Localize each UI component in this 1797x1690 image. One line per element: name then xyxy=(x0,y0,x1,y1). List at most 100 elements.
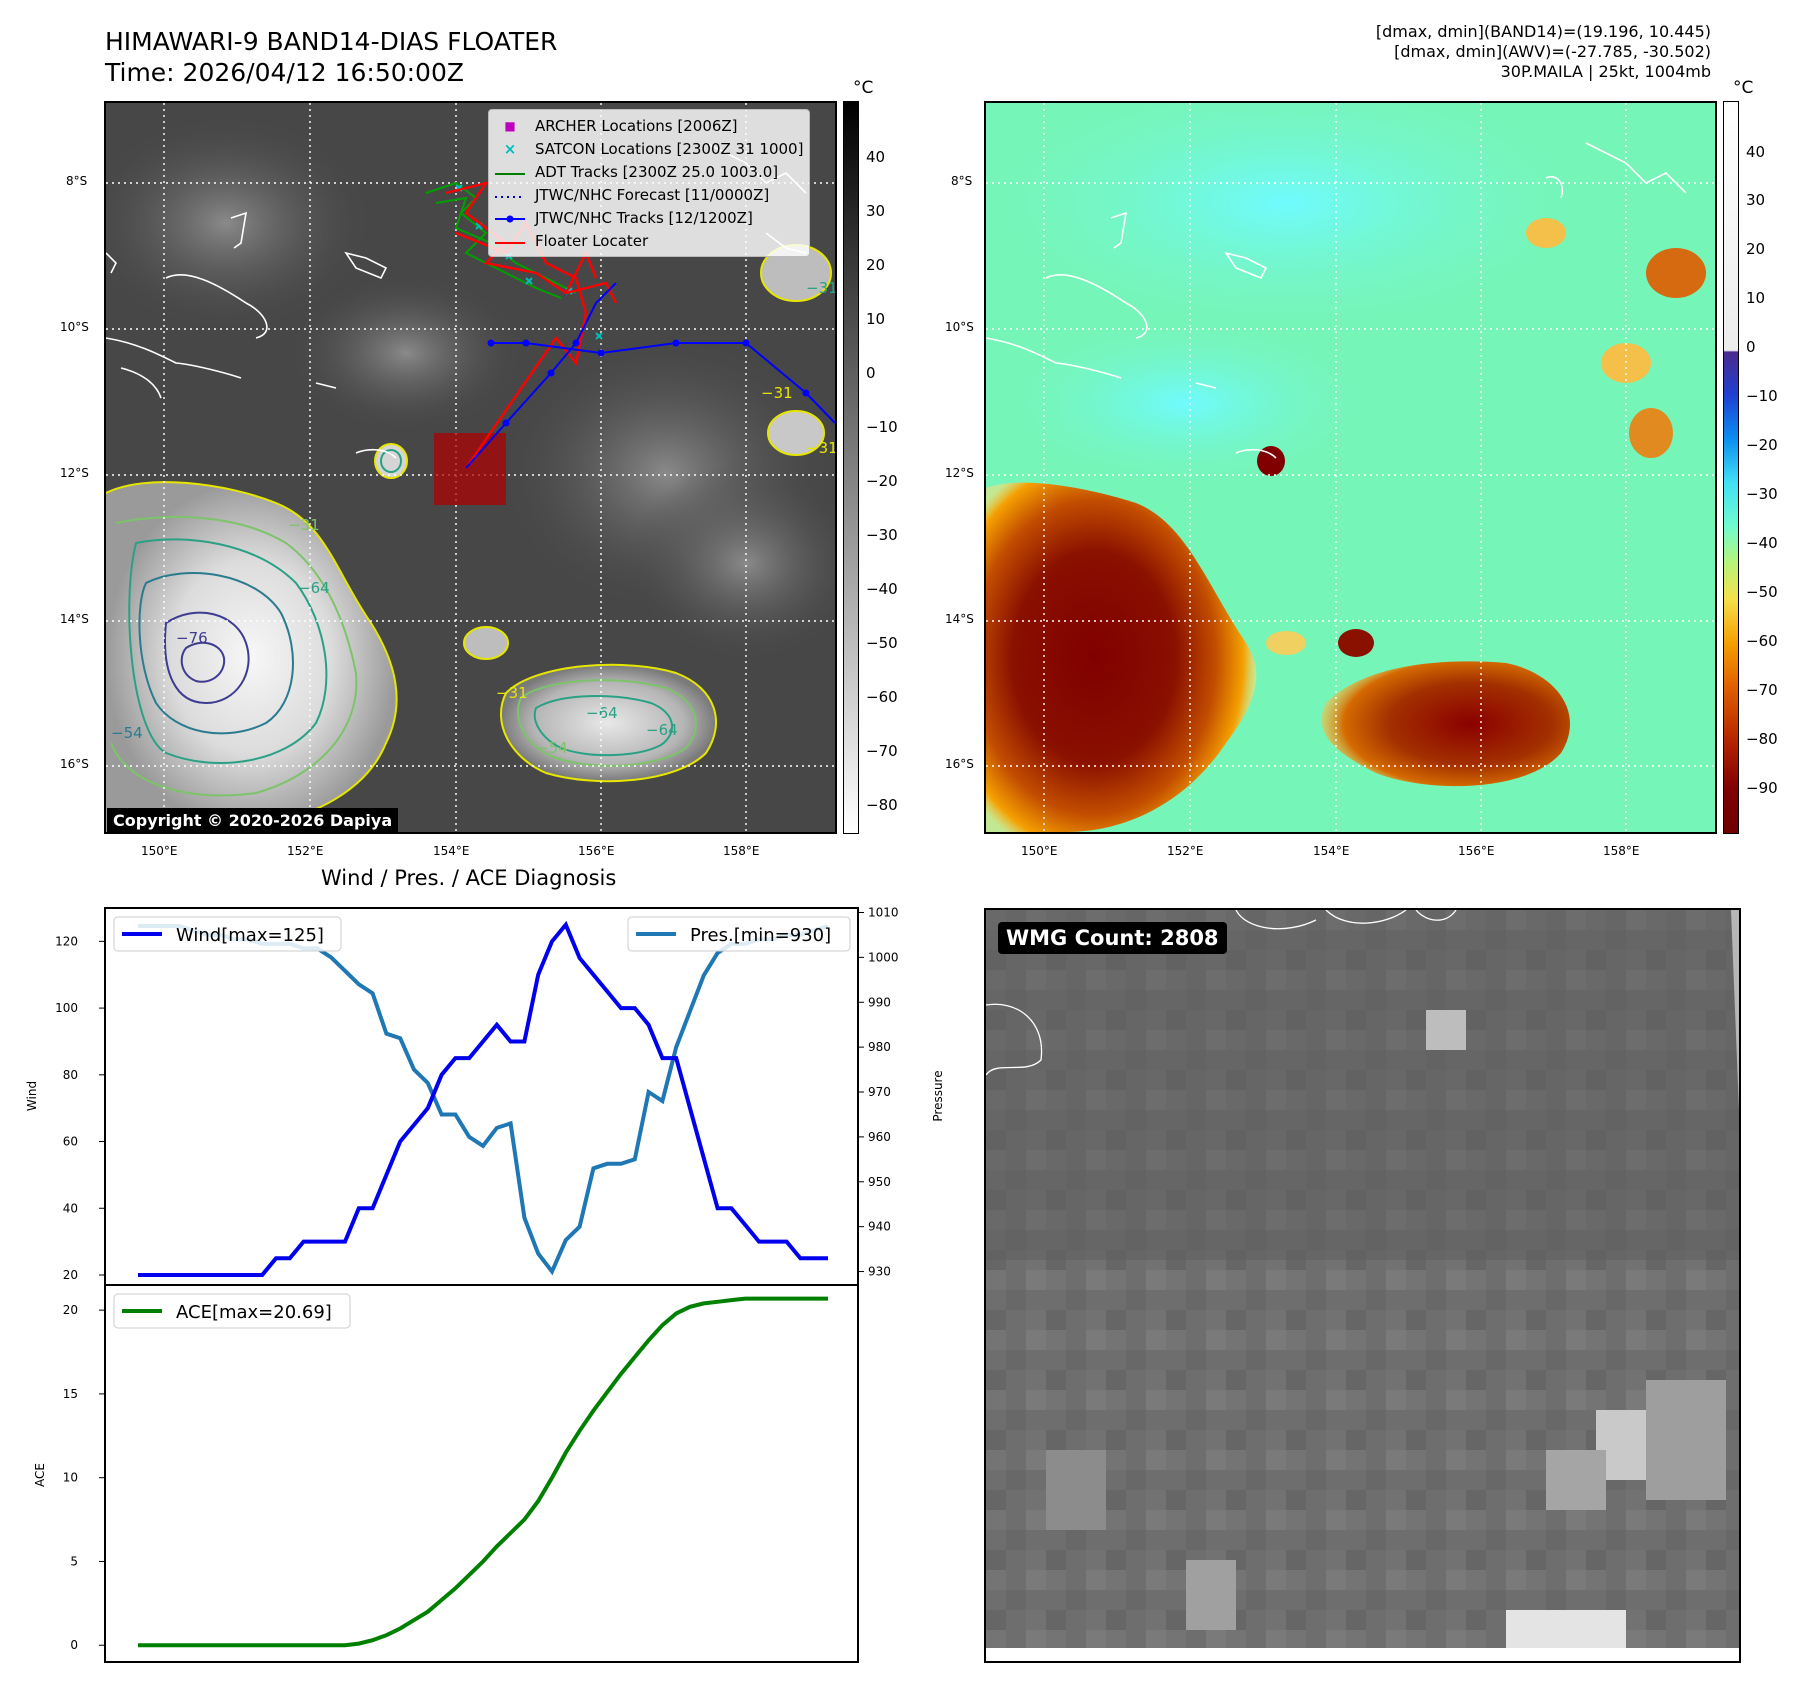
diagnosis-title: Wind / Pres. / ACE Diagnosis xyxy=(321,866,617,890)
coastline xyxy=(986,1003,1043,1076)
ace-ylabel: ACE xyxy=(33,1463,47,1487)
ir-cb-tick: 10 xyxy=(866,310,886,328)
lon-label: 152°E xyxy=(287,844,324,858)
wind-legend: Wind[max=125] xyxy=(113,916,342,952)
ace-legend: ACE[max=20.69] xyxy=(113,1293,351,1329)
contour-label: −31 xyxy=(761,384,793,402)
gridlines xyxy=(106,103,835,832)
ace-legend-label: ACE[max=20.69] xyxy=(176,1302,332,1323)
legend-archer: ■ ARCHER Locations [2006Z] xyxy=(495,114,803,137)
lon-label: 150°E xyxy=(141,844,178,858)
enh-cb-tick: 0 xyxy=(1746,338,1756,356)
wind-pressure-axes xyxy=(104,907,859,1286)
tick-label: 20 xyxy=(63,1303,78,1317)
lon-label: 154°E xyxy=(433,844,470,858)
contour-label: −31 xyxy=(806,439,835,457)
ir-cb-tick: −20 xyxy=(866,472,898,490)
ace-series-line xyxy=(138,1296,828,1648)
ir-map-panel: −31 −64 −76 −54 −31 −64 −54 −64 −31 −31 … xyxy=(104,101,837,834)
pressure-legend: Pres.[min=930] xyxy=(627,916,851,952)
ace-axis-ticks: 20 15 10 5 0 xyxy=(63,1303,105,1652)
band14-range: [dmax, dmin](BAND14)=(19.196, 10.445) xyxy=(1375,22,1711,41)
enh-cb-tick: 40 xyxy=(1746,143,1766,161)
tick-label: 980 xyxy=(868,1040,891,1054)
tick-label: 5 xyxy=(70,1554,78,1568)
legend-satcon: × SATCON Locations [2300Z 31 1000] xyxy=(495,137,804,160)
lat-label: 8°S xyxy=(951,174,973,188)
enhanced-map-panel xyxy=(984,101,1717,834)
lat-label: 8°S xyxy=(66,174,88,188)
legend-floater: Floater Locater xyxy=(495,229,803,252)
title-line-2: Time: 2026/04/12 16:50:00Z xyxy=(105,58,464,87)
enh-colorbar xyxy=(1723,101,1739,834)
x-marker-icon: × xyxy=(503,139,517,158)
lat-label: 14°S xyxy=(60,612,89,626)
red-line-icon xyxy=(495,232,525,250)
enh-cb-tick: −10 xyxy=(1746,387,1778,405)
title-line-1: HIMAWARI-9 BAND14-DIAS FLOATER xyxy=(105,27,558,56)
lon-label: 158°E xyxy=(1603,844,1640,858)
tick-label: 930 xyxy=(868,1265,891,1279)
tick-label: 60 xyxy=(63,1135,78,1149)
legend-jtwc-forecast: JTWC/NHC Forecast [11/0000Z] xyxy=(495,183,803,206)
pressure-ylabel: Pressure xyxy=(931,1070,945,1121)
contour-label: −76 xyxy=(176,629,208,647)
tick-label: 40 xyxy=(63,1201,78,1215)
enhanced-map-image xyxy=(986,103,1715,832)
enh-cb-tick: −70 xyxy=(1746,681,1778,699)
enh-cb-tick: −50 xyxy=(1746,583,1778,601)
zoom-panel: WMG Count: 2808 xyxy=(984,908,1741,1663)
coastlines xyxy=(986,142,1687,459)
tick-label: 80 xyxy=(63,1068,78,1082)
wind-series-line xyxy=(138,920,828,1277)
lon-label: 156°E xyxy=(578,844,615,858)
wind-ylabel: Wind xyxy=(25,1081,39,1111)
line-dot-icon xyxy=(495,209,525,227)
tick-label: 950 xyxy=(868,1175,891,1189)
tick-label: 10 xyxy=(63,1471,78,1485)
contour-label: −64 xyxy=(586,704,618,722)
green-line-icon xyxy=(495,163,525,181)
ir-cb-tick: −40 xyxy=(866,580,898,598)
ir-cb-tick: −60 xyxy=(866,688,898,706)
enh-colorbar-unit: °C xyxy=(1733,78,1754,98)
contour-label: −54 xyxy=(111,724,143,742)
zoom-image xyxy=(986,910,1739,1648)
wmg-count-badge: WMG Count: 2808 xyxy=(998,922,1227,954)
floater-box xyxy=(434,433,506,505)
lon-label: 156°E xyxy=(1458,844,1495,858)
ir-cb-tick: 40 xyxy=(866,148,886,166)
enh-cb-tick: −30 xyxy=(1746,485,1778,503)
tick-label: 1010 xyxy=(868,905,899,919)
ace-axes xyxy=(104,1284,859,1663)
tick-label: 940 xyxy=(868,1220,891,1234)
enh-cb-tick: −80 xyxy=(1746,730,1778,748)
awv-range: [dmax, dmin](AWV)=(-27.785, -30.502) xyxy=(1394,42,1711,61)
enh-cb-tick: 20 xyxy=(1746,240,1766,258)
tick-label: 120 xyxy=(55,934,78,948)
legend-jtwc-tracks: JTWC/NHC Tracks [12/1200Z] xyxy=(495,206,803,229)
tick-label: 990 xyxy=(868,995,891,1009)
ir-cb-tick: −30 xyxy=(866,526,898,544)
wind-legend-label: Wind[max=125] xyxy=(176,925,324,946)
dmax-dmin-info: [dmax, dmin](BAND14)=(19.196, 10.445) [d… xyxy=(1376,22,1711,82)
ir-cb-tick: −50 xyxy=(866,634,898,652)
copyright-badge: Copyright © 2020-2026 Dapiya xyxy=(107,808,399,832)
coastline xyxy=(1235,910,1457,930)
lon-label: 150°E xyxy=(1021,844,1058,858)
tick-label: 0 xyxy=(70,1638,78,1652)
contour-label: −31 xyxy=(806,279,835,297)
tick-label: 970 xyxy=(868,1085,891,1099)
lat-label: 16°S xyxy=(945,757,974,771)
lon-label: 154°E xyxy=(1313,844,1350,858)
tick-label: 960 xyxy=(868,1130,891,1144)
contour-label: −64 xyxy=(646,721,678,739)
pressure-legend-label: Pres.[min=930] xyxy=(690,925,831,946)
enh-cb-tick: 30 xyxy=(1746,191,1766,209)
ir-cb-tick: 30 xyxy=(866,202,886,220)
lat-label: 12°S xyxy=(60,466,89,480)
wind-axis-ticks: 120 100 80 60 40 20 xyxy=(55,934,105,1282)
figure-title: HIMAWARI-9 BAND14-DIAS FLOATER Time: 202… xyxy=(105,26,557,88)
lat-label: 10°S xyxy=(60,320,89,334)
